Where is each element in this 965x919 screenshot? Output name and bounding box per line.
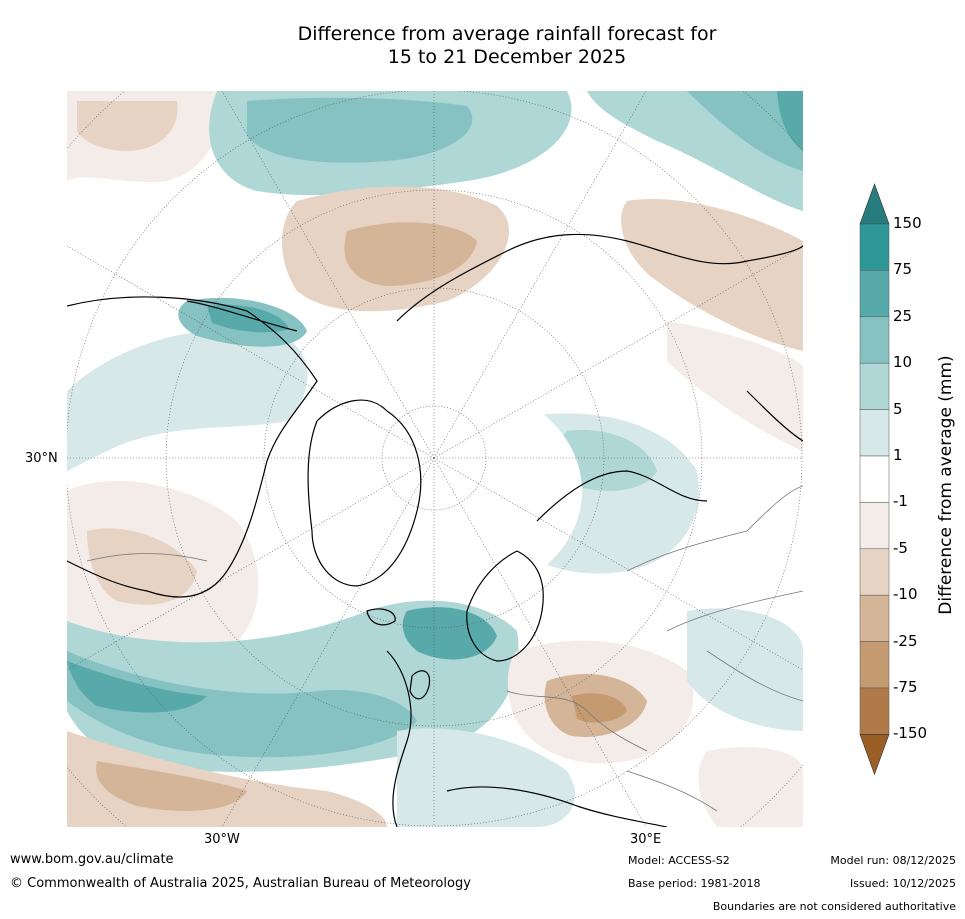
colorbar-bin <box>859 316 890 364</box>
anomaly-shading <box>67 91 803 827</box>
boundary-central-asia <box>666 590 803 632</box>
colorbar-under-triangle <box>859 734 890 776</box>
latitude-ring-30n <box>67 91 803 827</box>
copyright-text: © Commonwealth of Australia 2025, Austra… <box>10 876 471 891</box>
boundary-china <box>706 650 803 702</box>
colorbar-bin <box>859 455 890 503</box>
colorbar-tick-label: 1 <box>893 446 903 464</box>
model-run-text: Model run: 08/12/2025 <box>830 854 956 867</box>
colorbar-tick-label: -150 <box>893 724 928 743</box>
coastlines <box>67 233 803 827</box>
siberia-dry-core <box>344 222 477 286</box>
meridian-60e <box>433 457 803 671</box>
colorbar-tick-label: 75 <box>893 260 913 279</box>
north-america-coast <box>67 296 318 598</box>
east-asia-dry <box>621 199 803 351</box>
latitude-ring-60n <box>263 287 605 629</box>
balkans-dry-core <box>572 693 627 723</box>
east-asia-coast <box>746 390 803 442</box>
colorbar-bin <box>859 594 890 642</box>
meridian-120e <box>433 245 803 459</box>
disclaimer-text: Boundaries are not considered authoritat… <box>712 900 956 913</box>
scandinavia-coast <box>466 550 544 662</box>
title-line-2: 15 to 21 December 2025 <box>387 46 627 68</box>
colorbar-tick-label: -75 <box>893 678 918 696</box>
iceland-coast <box>366 608 396 626</box>
colorbar-tick-label: 5 <box>893 399 903 418</box>
europe-coast <box>386 650 412 827</box>
base-period-text: Base period: 1981-2018 <box>628 877 761 890</box>
boundary-canada-us <box>86 553 208 562</box>
greenland-neutral <box>337 501 477 601</box>
colorbar-tick-label: -5 <box>893 538 908 557</box>
colorbar-tick-label: 150 <box>893 214 922 232</box>
colorbar-bin <box>859 270 890 318</box>
boundary-russia <box>626 485 803 572</box>
subtropical-atlantic-dry-core <box>96 761 248 811</box>
colorbar-bin <box>859 548 890 596</box>
meridian-30e <box>433 457 647 827</box>
colorbar-title: Difference from average (mm) <box>936 355 956 615</box>
east-asia-dry-light <box>667 321 803 451</box>
colorbar-bin <box>859 502 890 550</box>
country-boundaries <box>86 485 803 812</box>
north-sea-wet <box>402 607 497 660</box>
colorbar-tick-label: -25 <box>893 631 918 650</box>
meridian-30w <box>221 457 435 827</box>
graticule <box>67 91 803 827</box>
label-30e: 30°E <box>630 832 662 847</box>
ne-wet-core <box>687 91 803 171</box>
issued-text: Issued: 10/12/2025 <box>849 877 956 890</box>
south-asia-dry <box>698 747 803 827</box>
title-line-1: Difference from average rainfall forecas… <box>297 23 717 45</box>
boundary-middle-east <box>626 770 718 812</box>
colorbar-bin <box>859 409 890 457</box>
colorbar-bin <box>859 362 890 410</box>
eurasia-arctic-coast <box>396 233 803 322</box>
central-asia-wet <box>687 608 803 731</box>
colorbar-bin <box>859 687 890 735</box>
boundary-europe <box>506 690 648 752</box>
map-title: Difference from average rainfall forecas… <box>0 23 965 69</box>
greenland-coast <box>307 399 422 587</box>
colorbar-tick-label: -1 <box>893 492 908 511</box>
mediterranean-coast <box>446 786 668 827</box>
north-america-dry-core <box>87 528 197 605</box>
colorbar-tick-label: 25 <box>893 306 913 325</box>
atlantic-wet-core <box>67 651 417 758</box>
mediterranean-wet <box>397 728 576 827</box>
colorbar-bin <box>859 223 890 271</box>
atlantic-wet-peak <box>67 661 207 713</box>
colorbar-over-triangle <box>859 183 890 225</box>
north-pacific-dry-core <box>77 101 178 151</box>
russia-wet-core <box>558 430 657 491</box>
russia-arctic-coast <box>536 470 708 522</box>
label-30w: 30°W <box>204 832 240 847</box>
colorbar-bin <box>859 641 890 689</box>
forecast-map <box>67 91 803 827</box>
alaska-coast <box>186 300 298 332</box>
website-link[interactable]: www.bom.gov.au/climate <box>10 852 174 867</box>
label-30n: 30°N <box>25 451 58 466</box>
colorbar-tick-label: 10 <box>893 353 913 372</box>
model-text: Model: ACCESS-S2 <box>628 854 730 867</box>
uk-coast <box>409 670 431 700</box>
ne-wet-peak <box>777 91 803 151</box>
colorbar-tick-label: -10 <box>893 585 918 604</box>
pacific-wet-region <box>67 329 308 471</box>
colorbar <box>859 183 890 776</box>
